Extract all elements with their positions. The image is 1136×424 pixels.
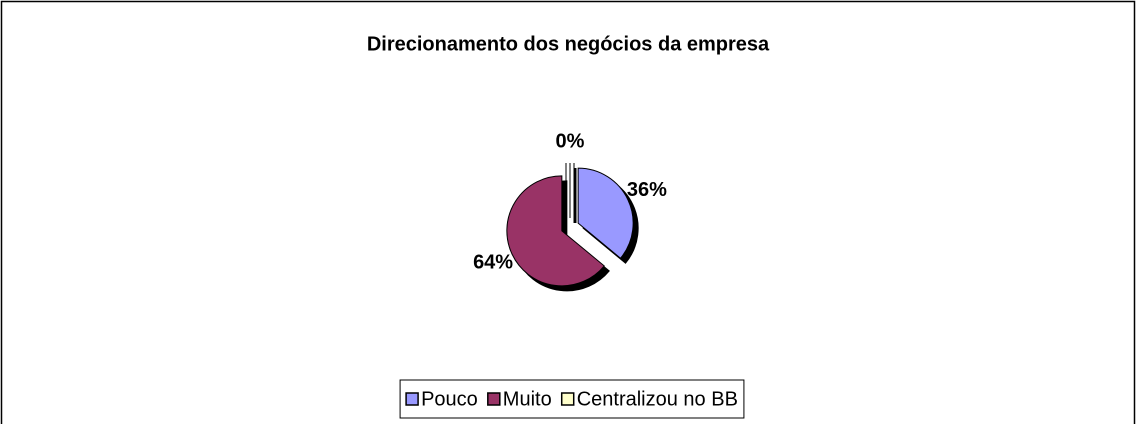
legend-swatch xyxy=(405,392,419,406)
value-label: 36% xyxy=(627,179,667,201)
legend-label: Centralizou no BB xyxy=(577,388,738,410)
labels: 36% 64% 0% xyxy=(473,130,667,273)
slices xyxy=(506,163,634,287)
legend-swatch xyxy=(487,392,501,406)
legend-label: Muito xyxy=(503,388,552,410)
legend-label: Pouco xyxy=(421,388,478,410)
value-label: 64% xyxy=(473,251,513,273)
value-label: 0% xyxy=(556,130,585,152)
chart-title: Direcionamento dos negócios da empresa xyxy=(367,33,770,55)
legend-swatch xyxy=(560,392,575,406)
slice xyxy=(506,175,605,287)
slice xyxy=(577,167,634,259)
legend: Pouco Muito Centralizou no BB xyxy=(405,388,738,410)
